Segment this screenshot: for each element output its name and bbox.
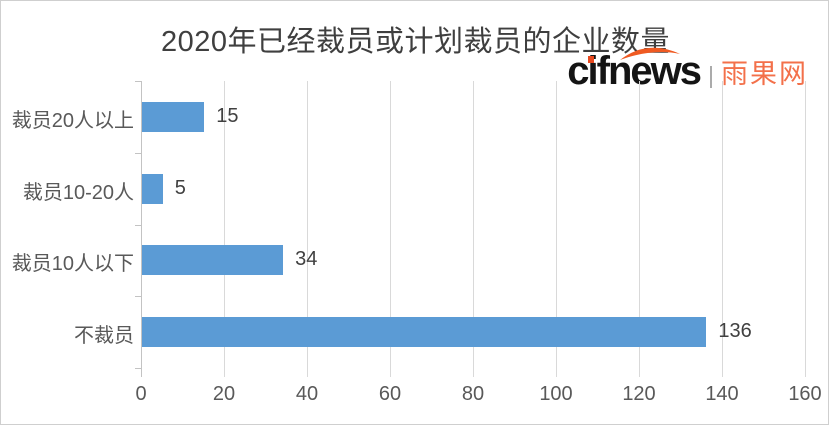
data-label: 34 xyxy=(295,248,318,271)
x-tick-label: 40 xyxy=(295,383,319,405)
category-label: 裁员10人以下 xyxy=(11,253,134,276)
bar xyxy=(142,317,707,348)
category-axis-tick xyxy=(135,368,141,369)
gridline xyxy=(473,81,474,377)
x-tick-label: 0 xyxy=(135,383,147,405)
gridline xyxy=(805,81,806,377)
cifnews-wordmark: cifnews xyxy=(567,47,702,91)
gridline xyxy=(556,81,557,377)
gridline xyxy=(722,81,723,377)
x-tick-label: 160 xyxy=(788,383,822,405)
bar xyxy=(142,101,205,132)
data-label: 5 xyxy=(174,176,186,199)
x-tick-label: 100 xyxy=(539,383,573,405)
gridline xyxy=(307,81,308,377)
chart-title: 2020年已经裁员或计划裁员的企业数量 xyxy=(160,26,670,58)
category-label: 不裁员 xyxy=(74,325,134,348)
bar xyxy=(142,173,163,204)
swoosh-icon xyxy=(620,47,681,60)
category-axis-tick xyxy=(135,152,141,154)
x-tick-label: 120 xyxy=(622,383,656,405)
cifnews-logo: cifnews 雨果网 xyxy=(567,47,808,91)
x-tick-label: 80 xyxy=(461,383,485,405)
gridline xyxy=(639,81,640,377)
category-label: 裁员10-20人 xyxy=(22,181,134,204)
x-tick-label: 60 xyxy=(378,383,402,405)
category-label: 裁员20人以上 xyxy=(11,109,134,132)
category-axis-tick xyxy=(135,224,141,226)
category-axis-tick xyxy=(135,296,141,298)
data-label: 15 xyxy=(216,104,239,127)
category-axis-tick xyxy=(135,81,141,82)
x-tick-label: 20 xyxy=(212,383,236,405)
site-name: 雨果网 xyxy=(721,59,808,89)
i-dot-accent xyxy=(588,56,595,63)
x-tick-label: 140 xyxy=(705,383,739,405)
logo-separator xyxy=(710,66,712,88)
bar xyxy=(142,245,284,276)
gridline xyxy=(224,81,225,377)
gridline xyxy=(390,81,391,377)
data-label: 136 xyxy=(718,320,752,343)
value-axis-line xyxy=(141,81,142,377)
